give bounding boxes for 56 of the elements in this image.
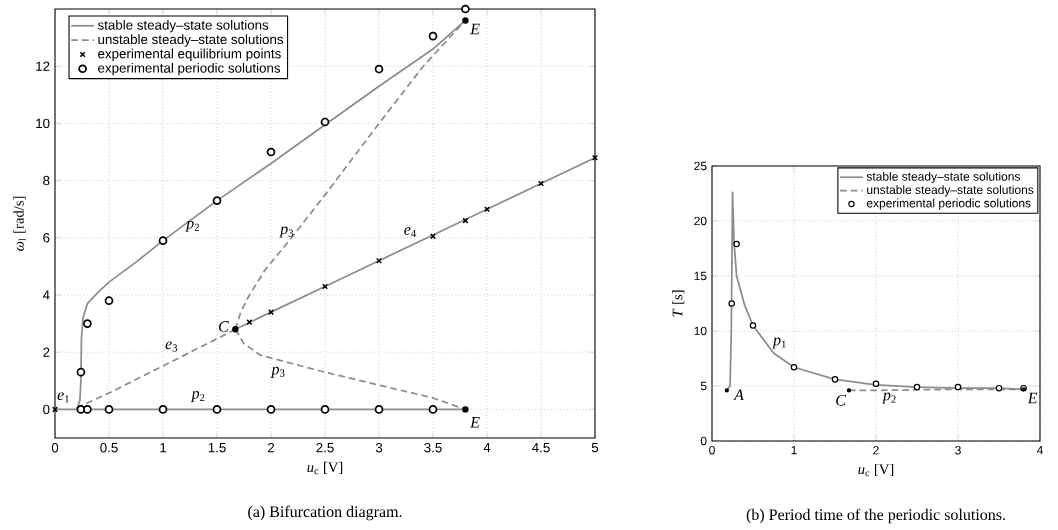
annotation: p$_{3}$ <box>270 366 285 378</box>
y-tick-label: 12 <box>36 61 50 71</box>
x-tick-label: 1.5 <box>208 442 226 453</box>
x-tick-label: 0 <box>709 445 715 455</box>
x-tick-label: 3 <box>955 445 961 455</box>
x-tick-label: 3 <box>375 442 383 453</box>
x-tick-label: 3.5 <box>424 442 442 453</box>
annotation: E <box>470 417 480 428</box>
annotation: p$_{2}$ <box>882 392 896 404</box>
y-axis-title: ω$_{l}$ [rad/s] <box>13 196 26 251</box>
y-tick-label: 5 <box>700 381 707 391</box>
y-tick-label: 10 <box>36 118 50 129</box>
x-tick-label: 0.5 <box>100 442 118 453</box>
text: (b) Period time of the periodic solutions. <box>746 508 1005 524</box>
annotation: C <box>836 394 847 406</box>
annotation: A <box>733 389 744 401</box>
y-tick-label: 10 <box>694 326 707 336</box>
y-tick-label: 20 <box>694 216 707 226</box>
x-tick-label: 1 <box>160 442 167 453</box>
legend-label: unstable steady–state solutions <box>867 185 1034 197</box>
y-tick-label: 2 <box>43 347 50 357</box>
x-tick-label: 5 <box>591 442 599 453</box>
y-tick-label: 25 <box>694 161 707 171</box>
x-tick-label: 1 <box>791 445 797 455</box>
y-tick-label: 8 <box>43 175 50 186</box>
annotation: E <box>470 23 480 35</box>
annotation: E <box>1027 392 1038 404</box>
annotation: p$_{2}$ <box>185 220 199 232</box>
x-tick-label: 4 <box>1036 445 1043 455</box>
legend-label: unstable steady–state solutions <box>98 34 284 47</box>
x-axis-title: u$_{c}$ [V] <box>858 463 894 477</box>
x-tick-label: 4.5 <box>532 442 550 453</box>
y-axis-title: T [s] <box>672 290 685 317</box>
x-tick-label: 2 <box>267 442 275 453</box>
y-tick-label: 0 <box>43 404 50 415</box>
legend-label: experimental equilibrium points <box>98 48 281 62</box>
text: (a) Bifurcation diagram. <box>248 505 402 521</box>
y-tick-label: 6 <box>43 233 50 243</box>
legend-label: experimental periodic solutions <box>866 198 1031 210</box>
annotation: p$_{3}$ <box>279 226 294 238</box>
x-tick-label: 2 <box>873 445 879 455</box>
annotation: e$_{4}$ <box>404 227 417 238</box>
annotation: e$_{3}$ <box>165 341 178 352</box>
x-tick-label: 2.5 <box>316 442 334 453</box>
legend-label: experimental periodic solutions <box>98 62 281 76</box>
y-tick-label: 15 <box>694 271 707 281</box>
legend-label: stable steady–state solutions <box>866 171 1021 184</box>
x-tick-label: 0 <box>51 442 59 453</box>
legend-label: stable steady–state solutions <box>97 19 269 33</box>
x-axis-title: u$_{c}$ [V] <box>307 461 343 475</box>
annotation: p$_{2}$ <box>190 391 205 402</box>
x-tick-label: 4 <box>483 442 491 453</box>
annotation: e$_{1}$ <box>57 392 69 403</box>
y-tick-label: 4 <box>42 290 50 300</box>
annotation: p$_{1}$ <box>772 337 786 349</box>
annotation: C <box>218 321 229 332</box>
